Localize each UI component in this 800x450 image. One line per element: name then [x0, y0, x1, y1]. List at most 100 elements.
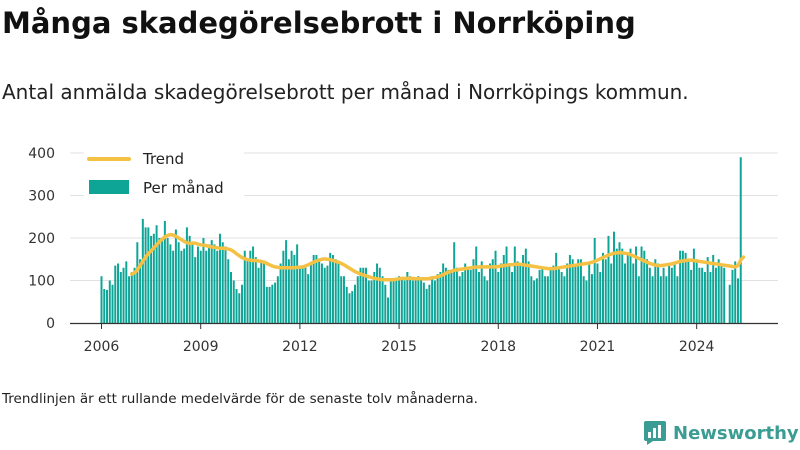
bar-month [533, 280, 536, 323]
bar-month [238, 293, 241, 323]
bar-month [354, 284, 356, 323]
bar-month [596, 263, 599, 323]
bar-month [651, 276, 654, 323]
bar-month [185, 227, 188, 323]
bar-month [442, 263, 445, 323]
bar-month [530, 276, 533, 323]
bar-month [720, 263, 723, 323]
bar-month [254, 257, 257, 323]
bar-month [287, 259, 290, 323]
bar-month [450, 269, 453, 323]
bar-month [246, 259, 249, 323]
bar-month [447, 269, 450, 323]
bar-month [541, 267, 544, 323]
bar-month [588, 263, 591, 323]
bar-month [216, 250, 219, 323]
bar-month [582, 276, 585, 323]
bar-month [698, 267, 701, 323]
bar-month [323, 267, 326, 323]
x-tick-label: 2018 [480, 339, 516, 355]
bar-month [505, 246, 508, 323]
y-tick-label: 400 [28, 146, 55, 162]
legend-bars-swatch [89, 180, 129, 194]
bar-month [199, 250, 202, 323]
bar-month [139, 259, 142, 323]
bar-month [618, 242, 621, 323]
bar-month [690, 269, 693, 323]
bar-month [557, 267, 560, 323]
bar-month [370, 280, 373, 323]
bar-month [643, 250, 646, 323]
bar-month [599, 272, 602, 323]
bar-month [513, 246, 516, 323]
bar-month [659, 276, 662, 323]
bar-month [469, 269, 472, 323]
bar-month [320, 263, 323, 323]
bar-month [290, 250, 293, 323]
bar-month [166, 238, 169, 323]
bar-month [579, 259, 582, 323]
bar-month [714, 267, 717, 323]
bar-month [114, 265, 117, 323]
bar-month [527, 261, 530, 323]
bar-month [654, 259, 657, 323]
bar-month [318, 261, 321, 323]
bar-month [483, 276, 486, 323]
bar-month [224, 246, 227, 323]
bar-month [340, 276, 343, 323]
bar-month [701, 267, 704, 323]
bar-month [130, 272, 133, 323]
trend-series-line [130, 232, 746, 282]
bar-month [549, 269, 552, 323]
bar-month [566, 263, 569, 323]
bar-month [511, 272, 514, 323]
bar-month [406, 272, 409, 323]
bar-month [345, 286, 348, 323]
bar-month [681, 250, 684, 323]
bar-month [420, 280, 423, 323]
bar-month [604, 259, 607, 323]
bar-month [133, 267, 136, 323]
bar-month [122, 267, 125, 323]
bar-month [668, 263, 671, 323]
bar-month [538, 269, 541, 323]
bar-month [395, 280, 398, 323]
bar-month [662, 267, 665, 323]
bar-month [464, 263, 467, 323]
bar-month [491, 259, 494, 323]
bar-month [489, 263, 491, 323]
bar-month [684, 252, 687, 323]
bar-month [610, 263, 613, 323]
bar-month [111, 284, 114, 323]
legend-bars-label: Per månad [143, 179, 224, 197]
bar-month [384, 284, 387, 323]
bar-month [268, 286, 271, 323]
y-tick-label: 0 [46, 316, 55, 332]
bar-month [147, 227, 150, 323]
bar-month [194, 257, 197, 323]
chart: 0 100 200 300 400 2006 2009 2012 2015 2018 2021 202… [28, 146, 778, 355]
bar-month [387, 297, 390, 323]
bar-month [477, 272, 480, 323]
bar-month [221, 242, 224, 323]
chart-title: Många skadegörelsebrott i Norrköping [2, 6, 636, 40]
bar-month [100, 276, 103, 323]
bar-month [411, 280, 414, 323]
bar-month [213, 244, 216, 323]
bar-month [731, 269, 734, 323]
bar-month [263, 263, 266, 323]
bar-month [141, 218, 144, 323]
chart-subtitle: Antal anmälda skadegörelsebrott per måna… [2, 80, 689, 104]
bar-month [252, 246, 255, 323]
bar-month [241, 284, 244, 323]
bar-month [692, 248, 695, 323]
bar-month [106, 289, 109, 323]
bar-month [665, 276, 668, 323]
bar-month [381, 276, 384, 323]
bar-month [508, 263, 511, 323]
bar-month [455, 267, 458, 323]
bar-month [571, 259, 574, 323]
bar-month [172, 250, 175, 323]
bar-month [673, 263, 676, 323]
bar-month [285, 240, 288, 323]
